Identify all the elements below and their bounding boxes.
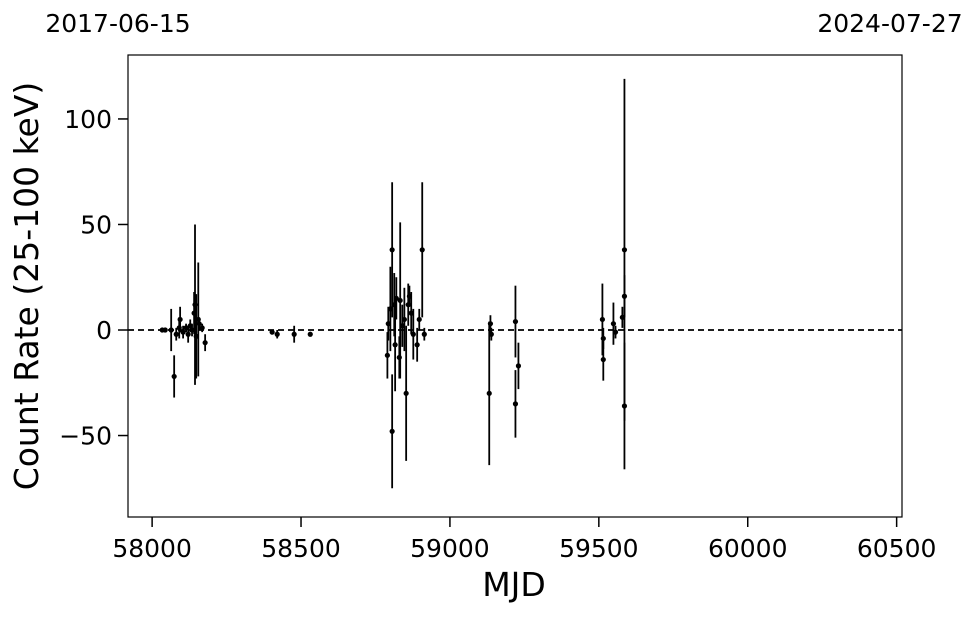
x-tick-label: 58000 (112, 534, 192, 563)
data-point (176, 325, 182, 331)
data-point (195, 316, 201, 323)
x-tick-label: 59000 (410, 534, 490, 563)
x-tick-label: 58500 (261, 534, 341, 563)
data-point (193, 333, 199, 339)
data-point (488, 331, 494, 337)
data-point (393, 295, 399, 301)
data-point (183, 325, 189, 331)
data-point (168, 327, 174, 333)
data-point (406, 293, 413, 299)
data-point (396, 354, 402, 361)
data-point (405, 302, 411, 308)
data-point (416, 316, 422, 323)
y-tick-label: −50 (59, 422, 112, 451)
data-point (189, 327, 195, 333)
data-point (191, 310, 197, 316)
data-point (600, 356, 606, 363)
y-axis-label: Count Rate (25-100 keV) (7, 82, 46, 491)
data-point (384, 352, 390, 358)
x-tick-label: 60500 (857, 534, 937, 563)
x-tick-label: 60000 (708, 534, 788, 563)
data-point (512, 401, 519, 407)
plot-frame (127, 54, 903, 518)
data-point (173, 331, 179, 337)
data-point (392, 342, 398, 348)
data-point (410, 331, 416, 337)
data-point (274, 331, 280, 337)
end-date: 2024-07-27 (817, 9, 962, 38)
data-point (171, 373, 177, 380)
data-point (202, 340, 208, 346)
data-point (512, 318, 519, 325)
data-point (185, 331, 191, 337)
start-date: 2017-06-15 (45, 9, 190, 38)
data-point (389, 428, 395, 434)
data-point (269, 329, 275, 335)
data-point (421, 331, 427, 337)
data-point (177, 316, 183, 323)
data-point (621, 403, 628, 409)
data-point (291, 331, 297, 337)
data-point (199, 325, 205, 331)
data-point (600, 335, 606, 342)
data-point (385, 321, 391, 327)
data-point (403, 390, 409, 396)
data-point (621, 293, 628, 299)
data-point (414, 342, 420, 348)
data-point (419, 247, 425, 253)
data-point (399, 323, 405, 329)
data-point (408, 310, 414, 316)
data-point (397, 297, 403, 304)
data-point (391, 302, 397, 308)
data-point (187, 323, 193, 329)
y-tick-label: 100 (64, 105, 112, 134)
data-point (621, 247, 628, 253)
x-tick-label: 59500 (559, 534, 639, 563)
data-point (599, 316, 606, 323)
data-point (387, 306, 393, 312)
data-point (401, 316, 407, 323)
data-point (307, 331, 313, 337)
y-tick-label: 0 (96, 316, 112, 345)
data-point (196, 321, 202, 327)
data-point (487, 321, 494, 327)
data-point (486, 390, 492, 396)
data-point (162, 327, 168, 333)
data-point (619, 314, 625, 320)
data-point (612, 329, 619, 335)
data-point (389, 247, 395, 253)
data-point (610, 321, 617, 327)
x-axis-label: MJD (482, 565, 546, 604)
y-tick-label: 50 (80, 210, 112, 239)
data-point (192, 302, 198, 308)
data-point (180, 329, 186, 335)
data-point (515, 363, 522, 369)
